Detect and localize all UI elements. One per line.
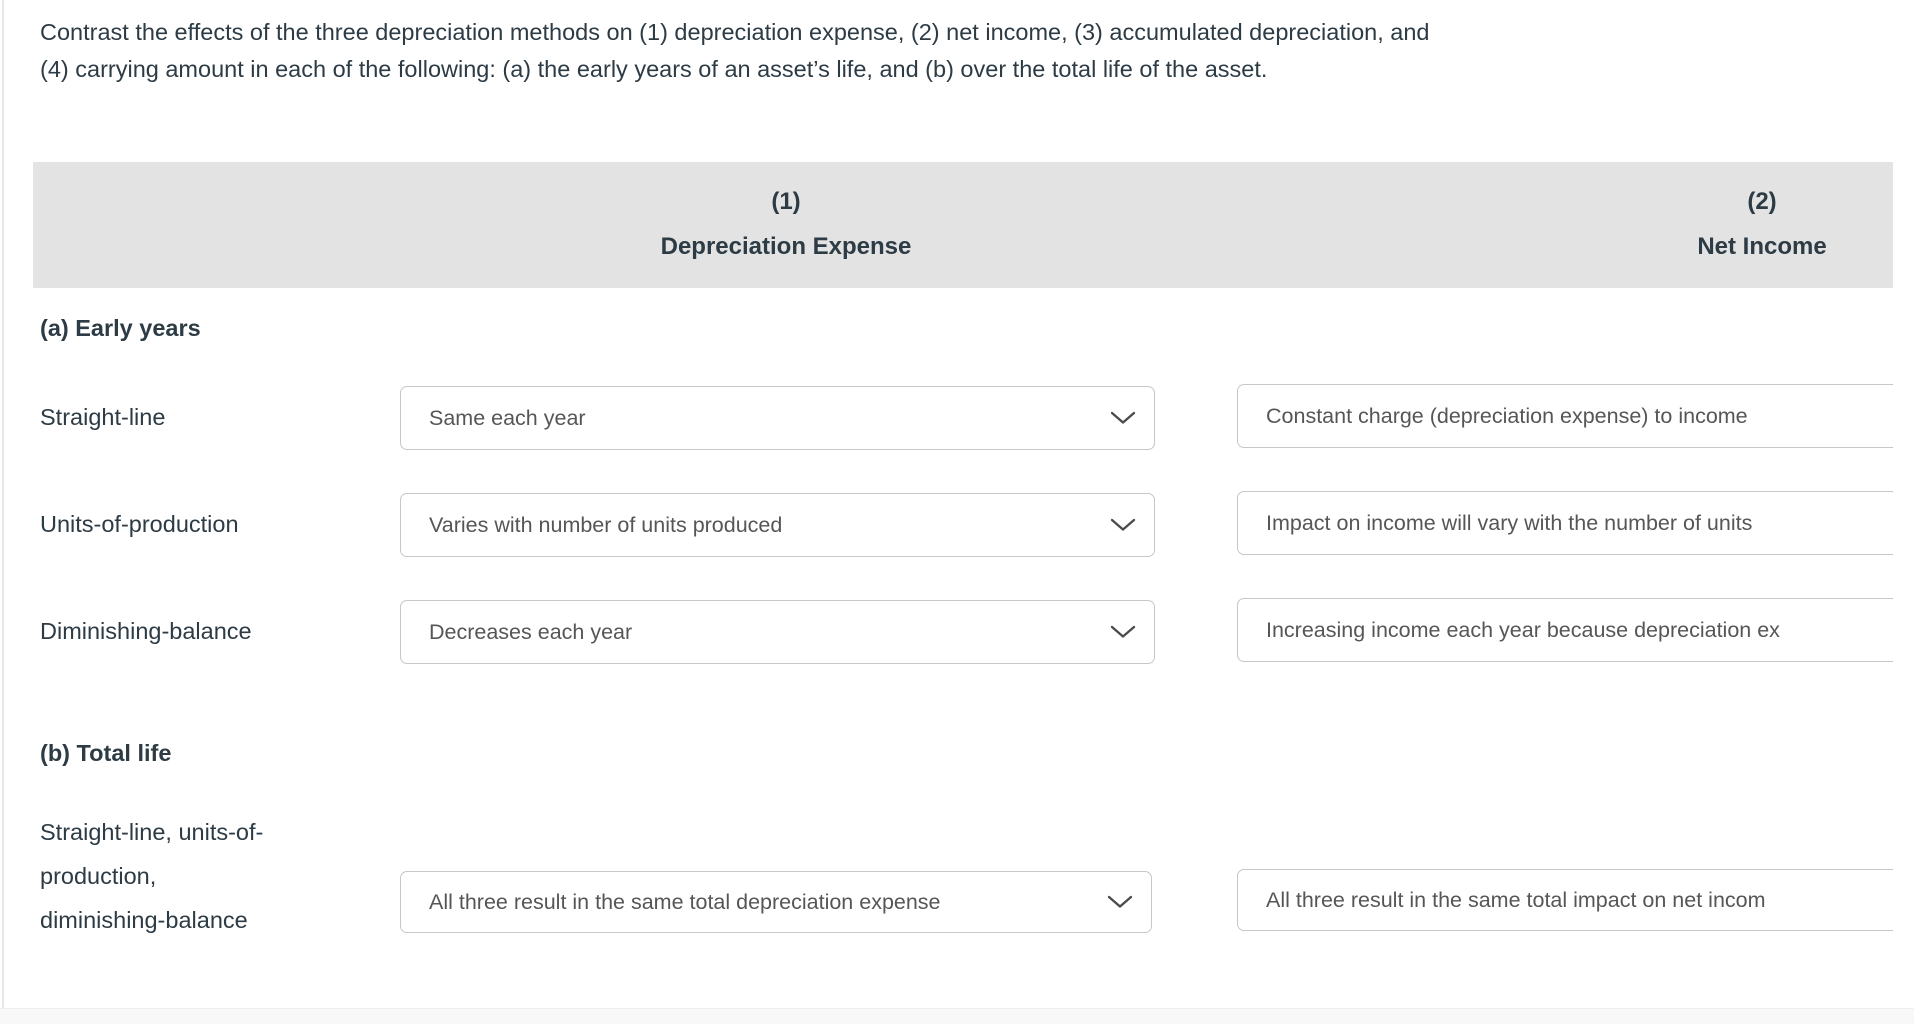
row-label-all-methods: Straight-line, units-of-production, dimi… — [40, 819, 264, 933]
net-income-select-straight-line[interactable]: Constant charge (depreciation expense) t… — [1237, 384, 1893, 448]
selected-option-label: Decreases each year — [429, 619, 633, 644]
selected-option-label: Varies with number of units produced — [429, 512, 783, 537]
depreciation-expense-select-straight-line[interactable]: Same each year — [400, 386, 1155, 450]
chevron-down-icon — [1110, 625, 1136, 638]
selected-option-label: Same each year — [429, 405, 586, 430]
column-number: (1) — [771, 188, 801, 215]
section-heading-early-years: (a) Early years — [40, 315, 201, 341]
row-label-diminishing-balance: Diminishing-balance — [40, 618, 252, 644]
net-income-select-diminishing-balance[interactable]: Increasing income each year because depr… — [1237, 598, 1893, 662]
panel-bottom-edge — [0, 1008, 1914, 1024]
question-line-1: Contrast the effects of the three deprec… — [40, 19, 1430, 45]
net-income-select-units-of-production[interactable]: Impact on income will vary with the numb… — [1237, 491, 1893, 555]
selected-option-label: All three result in the same total depre… — [429, 889, 941, 914]
depreciation-expense-select-units-of-production[interactable]: Varies with number of units produced — [400, 493, 1155, 557]
column-header-depreciation-expense: (1) Depreciation Expense — [661, 179, 912, 269]
selected-option-label: Impact on income will vary with the numb… — [1266, 510, 1753, 535]
column-title: Depreciation Expense — [660, 233, 912, 260]
table-header: (1) Depreciation Expense (2) Net Income — [33, 162, 1893, 288]
selected-option-label: All three result in the same total impac… — [1266, 887, 1766, 912]
chevron-down-icon — [1107, 895, 1133, 908]
panel-left-edge — [2, 0, 4, 1024]
depreciation-expense-select-all-methods[interactable]: All three result in the same total depre… — [400, 871, 1152, 933]
row-label-units-of-production: Units-of-production — [40, 511, 239, 537]
section-heading-total-life: (b) Total life — [40, 740, 172, 766]
selected-option-label: Constant charge (depreciation expense) t… — [1266, 403, 1748, 428]
question-line-2: (4) carrying amount in each of the follo… — [40, 56, 1268, 82]
selected-option-label: Increasing income each year because depr… — [1266, 617, 1780, 642]
depreciation-expense-select-diminishing-balance[interactable]: Decreases each year — [400, 600, 1155, 664]
chevron-down-icon — [1110, 518, 1136, 531]
column-title: Net Income — [1697, 233, 1827, 260]
chevron-down-icon — [1110, 411, 1136, 424]
column-header-net-income: (2) Net Income — [1697, 179, 1826, 269]
question-text: Contrast the effects of the three deprec… — [40, 14, 1429, 88]
column-number: (2) — [1747, 188, 1777, 215]
net-income-select-all-methods[interactable]: All three result in the same total impac… — [1237, 869, 1893, 931]
row-label-straight-line: Straight-line — [40, 404, 166, 430]
